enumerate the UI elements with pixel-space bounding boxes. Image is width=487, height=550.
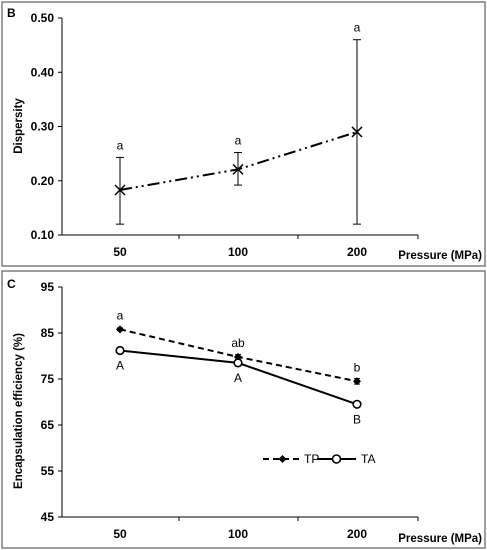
panel-c-letter: C (7, 277, 16, 291)
panel-b-letter: B (7, 6, 16, 20)
panel-b-x-marker-stroke (351, 126, 363, 138)
panel-b-y-axis-title: Dispersity (13, 98, 25, 154)
panel-b-x-marker (114, 184, 126, 196)
panelb-x-tick-label: 50 (113, 245, 127, 259)
panelb-x-tick-label: 100 (228, 245, 248, 259)
legend-marker-tp (278, 455, 287, 463)
panelc-y-tick-label: 95 (41, 280, 55, 294)
panel-b-x-axis-title: Pressure (MPa) (398, 250, 482, 262)
panelc-y-tick-label: 65 (41, 418, 55, 432)
legend-marker-ta (331, 454, 342, 464)
panelc-x-tick-label: 50 (113, 527, 127, 541)
panel-b-significance-label: a (117, 138, 124, 152)
panel-c-y-axis-title: Encapsulation efficiency (%) (13, 333, 25, 489)
panel-c: C Encapsulation efficiency (%) Pressure … (1, 270, 486, 549)
panel-c-significance-label-ta: A (116, 358, 124, 372)
panel-b-x-marker-stroke (114, 184, 126, 196)
panelb-y-tick-label: 0.10 (31, 228, 55, 242)
panel-c-marker-ta (233, 358, 243, 368)
panelb-y-tick-label: 0.50 (31, 11, 55, 25)
panel-c-legend: TP TA (263, 452, 375, 466)
panel-b-significance-label: a (354, 21, 361, 35)
panel-b-x-marker (351, 126, 363, 138)
panel-b-x-marker-stroke (232, 163, 244, 175)
panelc-y-tick-label: 75 (41, 372, 55, 386)
panel-b-x-marker (232, 163, 244, 175)
panelc-y-tick-label: 45 (41, 510, 55, 524)
panelb-x-tick-label: 200 (347, 245, 367, 259)
panel-c-marker-ta (352, 399, 362, 409)
panel-c-marker-tp (353, 377, 361, 386)
panel-c-significance-label-ta: A (234, 371, 242, 385)
panel-c-marker-ta (115, 345, 125, 356)
panel-c-marker-tp (116, 325, 124, 334)
panel-c-significance-label-tp: ab (231, 336, 245, 350)
panel-c-significance-label-tp: a (117, 308, 124, 322)
legend-label-ta: TA (361, 452, 375, 466)
panelb-y-tick-label: 0.40 (31, 65, 55, 79)
panelc-x-tick-label: 100 (228, 527, 248, 541)
panel-c-frame (1, 270, 486, 549)
panel-c-x-axis-title: Pressure (MPa) (398, 533, 482, 545)
panel-c-significance-label-ta: B (353, 412, 361, 426)
legend-label-tp: TP (304, 452, 319, 466)
panelb-y-tick-label: 0.30 (31, 120, 55, 134)
panelc-x-tick-label: 200 (347, 527, 367, 541)
panel-b-significance-label: a (235, 134, 242, 148)
panelb-y-tick-label: 0.20 (31, 174, 55, 188)
panelc-y-tick-label: 85 (41, 326, 55, 340)
panel-c-significance-label-tp: b (354, 360, 361, 374)
panel-b-frame (1, 1, 486, 267)
panel-b: B Dispersity Pressure (MPa) 0.10 0.20 0.30… (1, 1, 486, 267)
panelc-y-tick-label: 55 (41, 464, 55, 478)
